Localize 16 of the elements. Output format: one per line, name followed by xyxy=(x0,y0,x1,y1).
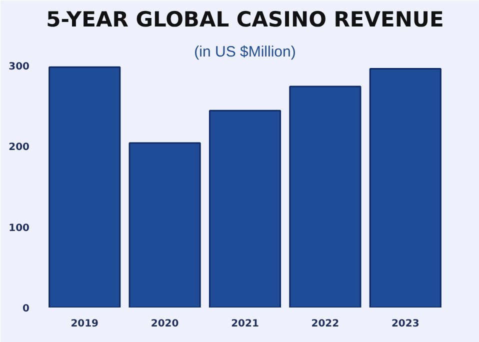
x-tick-label: 2021 xyxy=(231,318,259,330)
bar xyxy=(289,86,362,308)
bar xyxy=(128,142,201,308)
x-tick-label: 2022 xyxy=(311,318,340,330)
chart-subtitle: (in US $Million) xyxy=(194,44,296,60)
x-tick-label: 2023 xyxy=(391,318,420,330)
chart-title: 5-YEAR GLOBAL CASINO REVENUE xyxy=(46,8,444,32)
y-tick-label: 300 xyxy=(8,62,30,72)
bar xyxy=(369,68,442,308)
y-tick-label: 0 xyxy=(22,304,30,314)
bar xyxy=(208,110,282,308)
x-tick-label: 2019 xyxy=(70,318,99,330)
bar xyxy=(48,66,121,308)
x-tick-label: 2020 xyxy=(150,318,179,330)
y-tick-label: 100 xyxy=(8,222,30,234)
y-tick-label: 200 xyxy=(8,142,30,154)
